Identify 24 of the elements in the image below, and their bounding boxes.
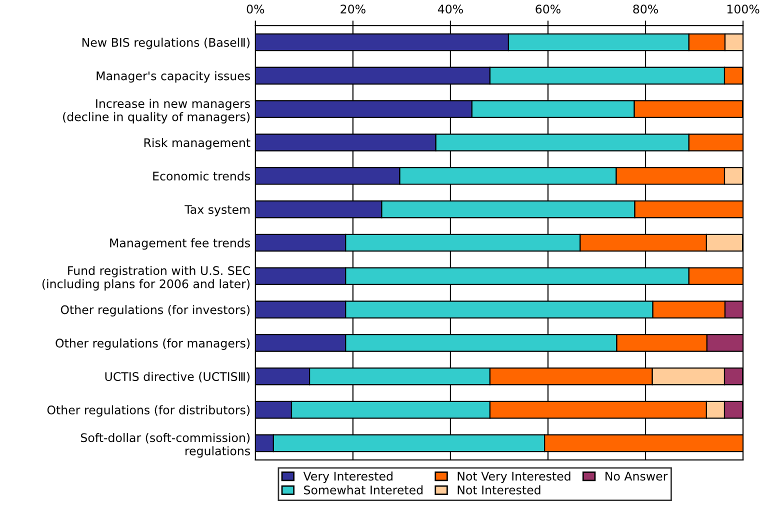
y-tick-label: Increase in new managers (decline in quality of managers): [63, 98, 250, 124]
x-tick-label: 0%: [246, 4, 264, 14]
legend-label: Not Very Interested: [458, 472, 570, 483]
legend-label: Very Interested: [303, 472, 392, 483]
y-tick-label: Management fee trends: [110, 238, 250, 250]
y-tick-label: UCTIS directive (UCTISⅢ): [105, 372, 250, 382]
x-tick-label: 40%: [438, 4, 463, 14]
y-tick-label: Other regulations (for distributors): [47, 405, 250, 417]
x-tick-label: 100%: [727, 4, 760, 14]
y-tick-label: Economic trends: [153, 171, 250, 181]
legend-label: No Answer: [606, 472, 668, 481]
y-tick-label: Other regulations (for investors): [60, 305, 250, 316]
y-tick-label: New BIS regulations (BaselⅡ): [82, 38, 250, 50]
x-tick-label: 20%: [340, 4, 366, 14]
y-tick-label: Soft-dollar (soft-commission) regulations: [80, 432, 250, 458]
y-tick-label: Other regulations (for managers): [56, 338, 250, 350]
x-tick-label: 60%: [536, 4, 560, 14]
y-tick-label: Tax system: [184, 205, 250, 216]
legend-label: Not Interested: [458, 485, 540, 494]
x-tick-label: 80%: [633, 4, 658, 14]
y-tick-label: Fund registration with U.S. SEC (including plans for 2006 and later): [42, 266, 250, 291]
y-tick-label: Manager's capacity issues: [96, 71, 250, 83]
y-tick-label: Risk management: [144, 138, 250, 150]
legend-label: Somewhat Intereted: [304, 485, 423, 494]
